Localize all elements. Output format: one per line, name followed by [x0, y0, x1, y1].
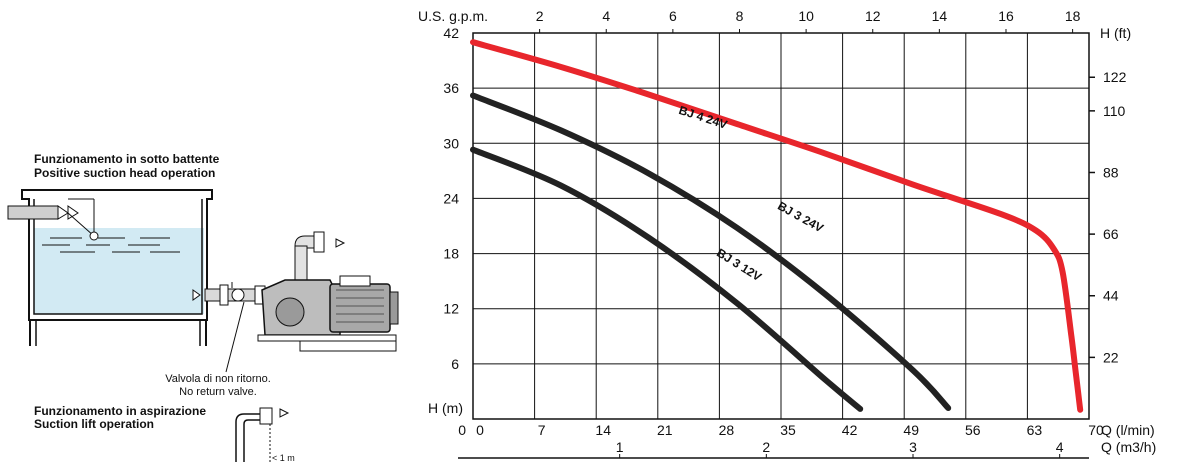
top-axis-tick-label: 16: [998, 8, 1014, 24]
suction-lift-dimension: < 1 m: [272, 453, 295, 462]
right-axis-tick-label: 88: [1103, 164, 1119, 180]
valve-leader-line: [225, 301, 245, 373]
curve-bj-4-24v: [470, 39, 1084, 413]
top-axis-tick-label: 4: [602, 8, 610, 24]
right-axis-tick-label: 22: [1103, 349, 1119, 365]
x-origin-label: 0: [458, 422, 466, 438]
top-axis-tick-label: 8: [736, 8, 744, 24]
series-label: BJ 3 24V: [775, 199, 826, 236]
x-tick-label: 28: [719, 422, 735, 438]
x-tick-label: 42: [842, 422, 858, 438]
suction-lift-pipe: < 1 m: [235, 407, 295, 462]
top-axis-tick-label: 2: [536, 8, 544, 24]
right-axis-tick-label: 110: [1103, 103, 1126, 119]
right-axis-title: H (ft): [1100, 25, 1131, 41]
x-tick-label: 21: [657, 422, 673, 438]
right-axis-tick-label: 44: [1103, 288, 1119, 304]
secondary-x-axis-title: Q (m3/h): [1101, 439, 1156, 455]
top-axis-tick-label: 18: [1065, 8, 1081, 24]
valve-note-it: Valvola di non ritorno.: [165, 373, 271, 385]
suction-lift-caption-it: Funzionamento in aspirazione: [34, 404, 206, 418]
top-axis-tick-label: 6: [669, 8, 677, 24]
y-tick-label: 42: [443, 25, 459, 41]
plot-frame: [472, 32, 1090, 420]
y-tick-label: 24: [443, 190, 459, 206]
y-axis-title: H (m): [428, 400, 463, 416]
x-tick-label: 70: [1088, 422, 1104, 438]
positive-suction-caption-en: Positive suction head operation: [34, 166, 215, 180]
float-valve: [7, 198, 99, 241]
secondary-x-tick-label: 4: [1056, 439, 1064, 455]
top-axis-title: U.S. g.p.m.: [418, 8, 488, 24]
top-axis-tick-label: 12: [865, 8, 881, 24]
x-tick-label: 14: [595, 422, 611, 438]
y-tick-label: 12: [443, 301, 459, 317]
suction-lift-caption-en: Suction lift operation: [34, 417, 154, 431]
x-axis-title: Q (l/min): [1101, 422, 1155, 438]
x-tick-label: 0: [476, 422, 484, 438]
x-tick-label: 7: [538, 422, 546, 438]
secondary-x-tick-label: 3: [909, 439, 917, 455]
x-tick-label: 35: [780, 422, 796, 438]
pump-curves: BJ 4 24V BJ 3 24V BJ 3 12V: [470, 39, 1084, 413]
y-tick-label: 36: [443, 80, 459, 96]
y-tick-label: 18: [443, 246, 459, 262]
installation-diagram: Funzionamento in sotto battente Positive…: [7, 152, 399, 462]
right-axis-tick-label: 122: [1103, 69, 1127, 85]
y-tick-label: 30: [443, 135, 459, 151]
top-axis-tick-label: 10: [798, 8, 814, 24]
positive-suction-caption-it: Funzionamento in sotto battente: [34, 152, 220, 166]
x-tick-label: 49: [903, 422, 919, 438]
series-label: BJ 3 12V: [714, 246, 764, 284]
x-tick-label: 56: [965, 422, 981, 438]
pump-unit: [257, 231, 399, 352]
x-tick-label: 63: [1027, 422, 1043, 438]
right-axis-tick-label: 66: [1103, 226, 1119, 242]
secondary-x-tick-label: 1: [616, 439, 624, 455]
chart-grid: [473, 33, 1089, 419]
water-tank: [21, 189, 213, 346]
secondary-x-tick-label: 2: [762, 439, 770, 455]
top-axis-tick-label: 14: [932, 8, 948, 24]
valve-note-en: No return valve.: [179, 386, 257, 398]
y-tick-label: 6: [451, 356, 459, 372]
curve-bj-3-12v: [470, 146, 864, 412]
curve-bj-3-24v: [470, 92, 952, 411]
series-label: BJ 4 24V: [677, 103, 729, 132]
